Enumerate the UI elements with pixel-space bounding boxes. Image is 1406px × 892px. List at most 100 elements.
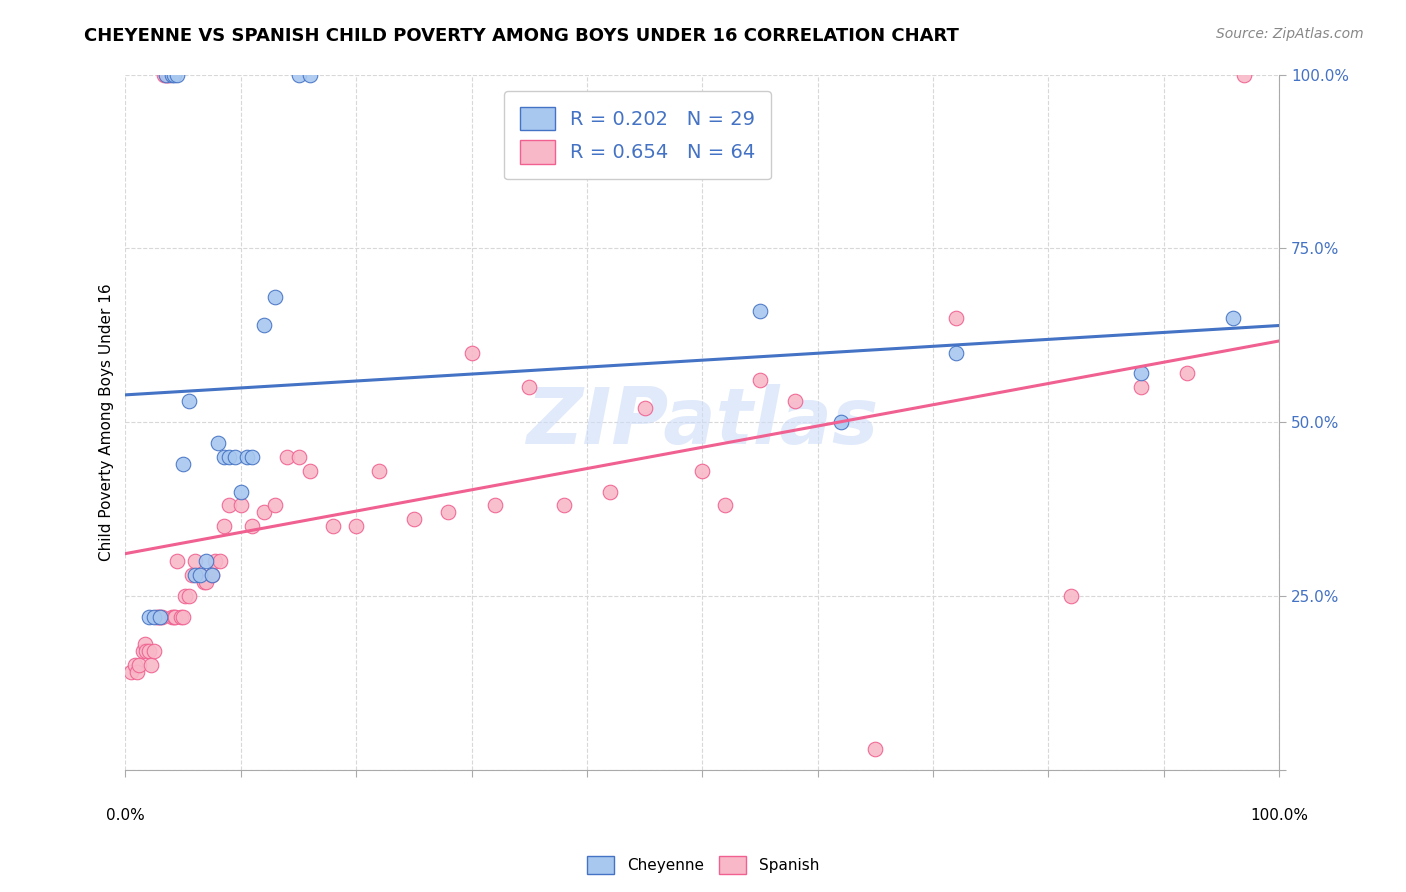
Point bbox=[201, 568, 224, 582]
Point bbox=[253, 505, 276, 519]
Point bbox=[155, 68, 177, 82]
Point bbox=[183, 568, 205, 582]
Point bbox=[287, 68, 309, 82]
Point bbox=[155, 68, 177, 82]
Point bbox=[253, 318, 276, 332]
Text: CHEYENNE VS SPANISH CHILD POVERTY AMONG BOYS UNDER 16 CORRELATION CHART: CHEYENNE VS SPANISH CHILD POVERTY AMONG … bbox=[84, 27, 959, 45]
Point bbox=[193, 574, 215, 589]
Point bbox=[172, 457, 194, 471]
Point bbox=[402, 512, 425, 526]
Point bbox=[183, 554, 205, 568]
Point bbox=[783, 394, 806, 409]
Point bbox=[218, 499, 240, 513]
Point bbox=[125, 665, 148, 680]
Point bbox=[484, 499, 506, 513]
Point bbox=[224, 450, 246, 464]
Point bbox=[212, 450, 235, 464]
Point bbox=[344, 519, 367, 533]
Point bbox=[218, 450, 240, 464]
Point bbox=[748, 303, 770, 318]
Point bbox=[1129, 367, 1152, 381]
Point bbox=[139, 658, 162, 673]
Point bbox=[160, 609, 183, 624]
Point bbox=[190, 568, 212, 582]
Point bbox=[143, 609, 166, 624]
Point bbox=[145, 609, 167, 624]
Point bbox=[201, 568, 224, 582]
Point bbox=[177, 589, 200, 603]
Point bbox=[517, 380, 540, 394]
Text: 0.0%: 0.0% bbox=[105, 808, 145, 823]
Point bbox=[166, 554, 188, 568]
Point bbox=[830, 415, 852, 429]
Point bbox=[299, 464, 322, 478]
Point bbox=[240, 519, 263, 533]
Point bbox=[553, 499, 575, 513]
Point bbox=[1175, 367, 1198, 381]
Point bbox=[945, 310, 967, 325]
Point bbox=[690, 464, 713, 478]
Point bbox=[170, 609, 193, 624]
Point bbox=[368, 464, 391, 478]
Point bbox=[149, 609, 172, 624]
Legend: Cheyenne, Spanish: Cheyenne, Spanish bbox=[581, 850, 825, 880]
Point bbox=[172, 609, 194, 624]
Text: Source: ZipAtlas.com: Source: ZipAtlas.com bbox=[1216, 27, 1364, 41]
Y-axis label: Child Poverty Among Boys Under 16: Child Poverty Among Boys Under 16 bbox=[100, 284, 114, 561]
Text: ZIPatlas: ZIPatlas bbox=[526, 384, 879, 460]
Point bbox=[166, 68, 188, 82]
Point bbox=[240, 450, 263, 464]
Point bbox=[143, 644, 166, 658]
Point bbox=[235, 450, 257, 464]
Point bbox=[181, 568, 204, 582]
Point bbox=[945, 345, 967, 359]
Point bbox=[209, 554, 232, 568]
Point bbox=[135, 644, 157, 658]
Point bbox=[134, 638, 156, 652]
Point bbox=[152, 68, 174, 82]
Point bbox=[322, 519, 344, 533]
Point bbox=[177, 394, 200, 409]
Point bbox=[132, 644, 155, 658]
Point bbox=[138, 609, 160, 624]
Point bbox=[599, 484, 621, 499]
Text: 100.0%: 100.0% bbox=[1250, 808, 1308, 823]
Point bbox=[1060, 589, 1083, 603]
Point bbox=[264, 499, 287, 513]
Point bbox=[128, 658, 150, 673]
Legend: R = 0.202   N = 29, R = 0.654   N = 64: R = 0.202 N = 29, R = 0.654 N = 64 bbox=[505, 91, 772, 179]
Point bbox=[276, 450, 298, 464]
Point bbox=[1222, 310, 1244, 325]
Point bbox=[163, 609, 186, 624]
Point bbox=[437, 505, 460, 519]
Point bbox=[460, 345, 482, 359]
Point bbox=[207, 436, 229, 450]
Point bbox=[160, 68, 183, 82]
Point bbox=[633, 401, 655, 416]
Point bbox=[150, 609, 173, 624]
Point bbox=[204, 554, 226, 568]
Point bbox=[146, 609, 169, 624]
Point bbox=[212, 519, 235, 533]
Point bbox=[865, 741, 887, 756]
Point bbox=[714, 499, 737, 513]
Point bbox=[120, 665, 142, 680]
Point bbox=[195, 574, 218, 589]
Point bbox=[1129, 380, 1152, 394]
Point bbox=[149, 609, 172, 624]
Point bbox=[174, 589, 197, 603]
Point bbox=[165, 609, 187, 624]
Point bbox=[229, 484, 252, 499]
Point bbox=[229, 499, 252, 513]
Point bbox=[264, 290, 287, 304]
Point bbox=[138, 644, 160, 658]
Point bbox=[748, 373, 770, 387]
Point bbox=[163, 68, 186, 82]
Point bbox=[157, 68, 180, 82]
Point bbox=[124, 658, 146, 673]
Point bbox=[157, 68, 180, 82]
Point bbox=[287, 450, 309, 464]
Point bbox=[1233, 68, 1256, 82]
Point bbox=[190, 568, 212, 582]
Point bbox=[299, 68, 322, 82]
